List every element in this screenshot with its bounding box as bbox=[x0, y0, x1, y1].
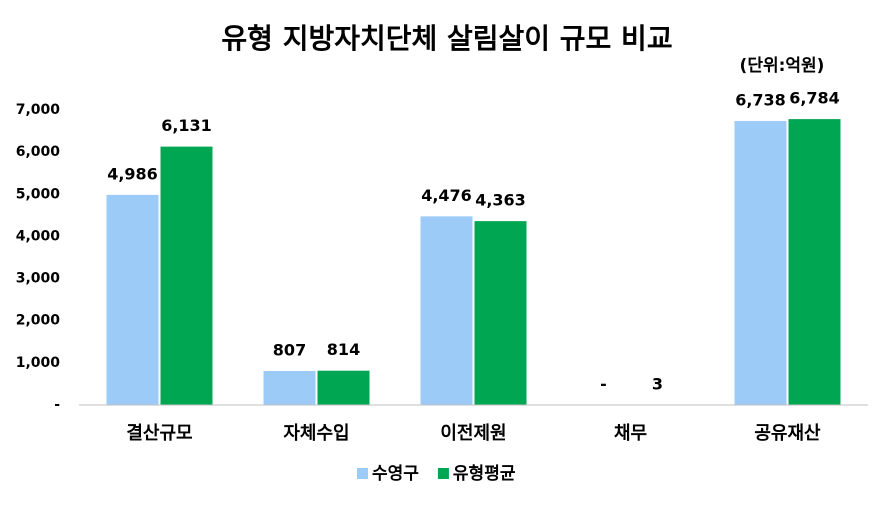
value-label: 807 bbox=[273, 340, 306, 359]
x-tick-label: 채무 bbox=[614, 423, 647, 444]
bar bbox=[317, 370, 370, 405]
value-label: 6,738 bbox=[735, 91, 786, 110]
bar bbox=[263, 370, 316, 405]
x-tick-label: 자체수입 bbox=[283, 422, 349, 444]
bar bbox=[420, 216, 473, 405]
bar bbox=[788, 119, 841, 406]
value-label: 6,784 bbox=[789, 89, 840, 108]
y-tick-label: 1,000 bbox=[16, 355, 61, 371]
y-tick-label: 3,000 bbox=[16, 271, 61, 287]
value-label: 4,476 bbox=[421, 186, 472, 205]
y-tick-label: 6,000 bbox=[16, 144, 61, 160]
x-tick-label: 결산규모 bbox=[126, 423, 192, 444]
x-tick-label: 공유재산 bbox=[754, 423, 821, 444]
legend-swatch bbox=[437, 468, 449, 479]
chart-title: 유형 지방자치단체 살림살이 규모 비교 bbox=[221, 22, 672, 55]
value-label: 4,363 bbox=[475, 191, 526, 210]
value-label: - bbox=[600, 375, 607, 394]
bar bbox=[474, 221, 527, 405]
chart-subtitle: (단위:억원) bbox=[740, 56, 825, 76]
y-tick-label: 4,000 bbox=[16, 228, 61, 244]
y-tick-label: - bbox=[54, 397, 60, 413]
value-label: 814 bbox=[327, 340, 360, 359]
y-tick-label: 5,000 bbox=[16, 186, 61, 202]
y-tick-label: 7,000 bbox=[16, 102, 61, 118]
bar bbox=[734, 121, 787, 405]
legend-label: 유형평균 bbox=[453, 463, 516, 484]
x-tick-label: 이전제원 bbox=[440, 423, 506, 444]
y-tick-label: 2,000 bbox=[16, 313, 61, 329]
value-label: 4,986 bbox=[107, 164, 158, 183]
value-label: 6,131 bbox=[161, 116, 212, 135]
bar bbox=[106, 194, 159, 405]
bar bbox=[160, 146, 213, 406]
value-label: 3 bbox=[652, 374, 663, 393]
legend-swatch bbox=[357, 468, 368, 479]
legend-label: 수영구 bbox=[372, 464, 419, 484]
